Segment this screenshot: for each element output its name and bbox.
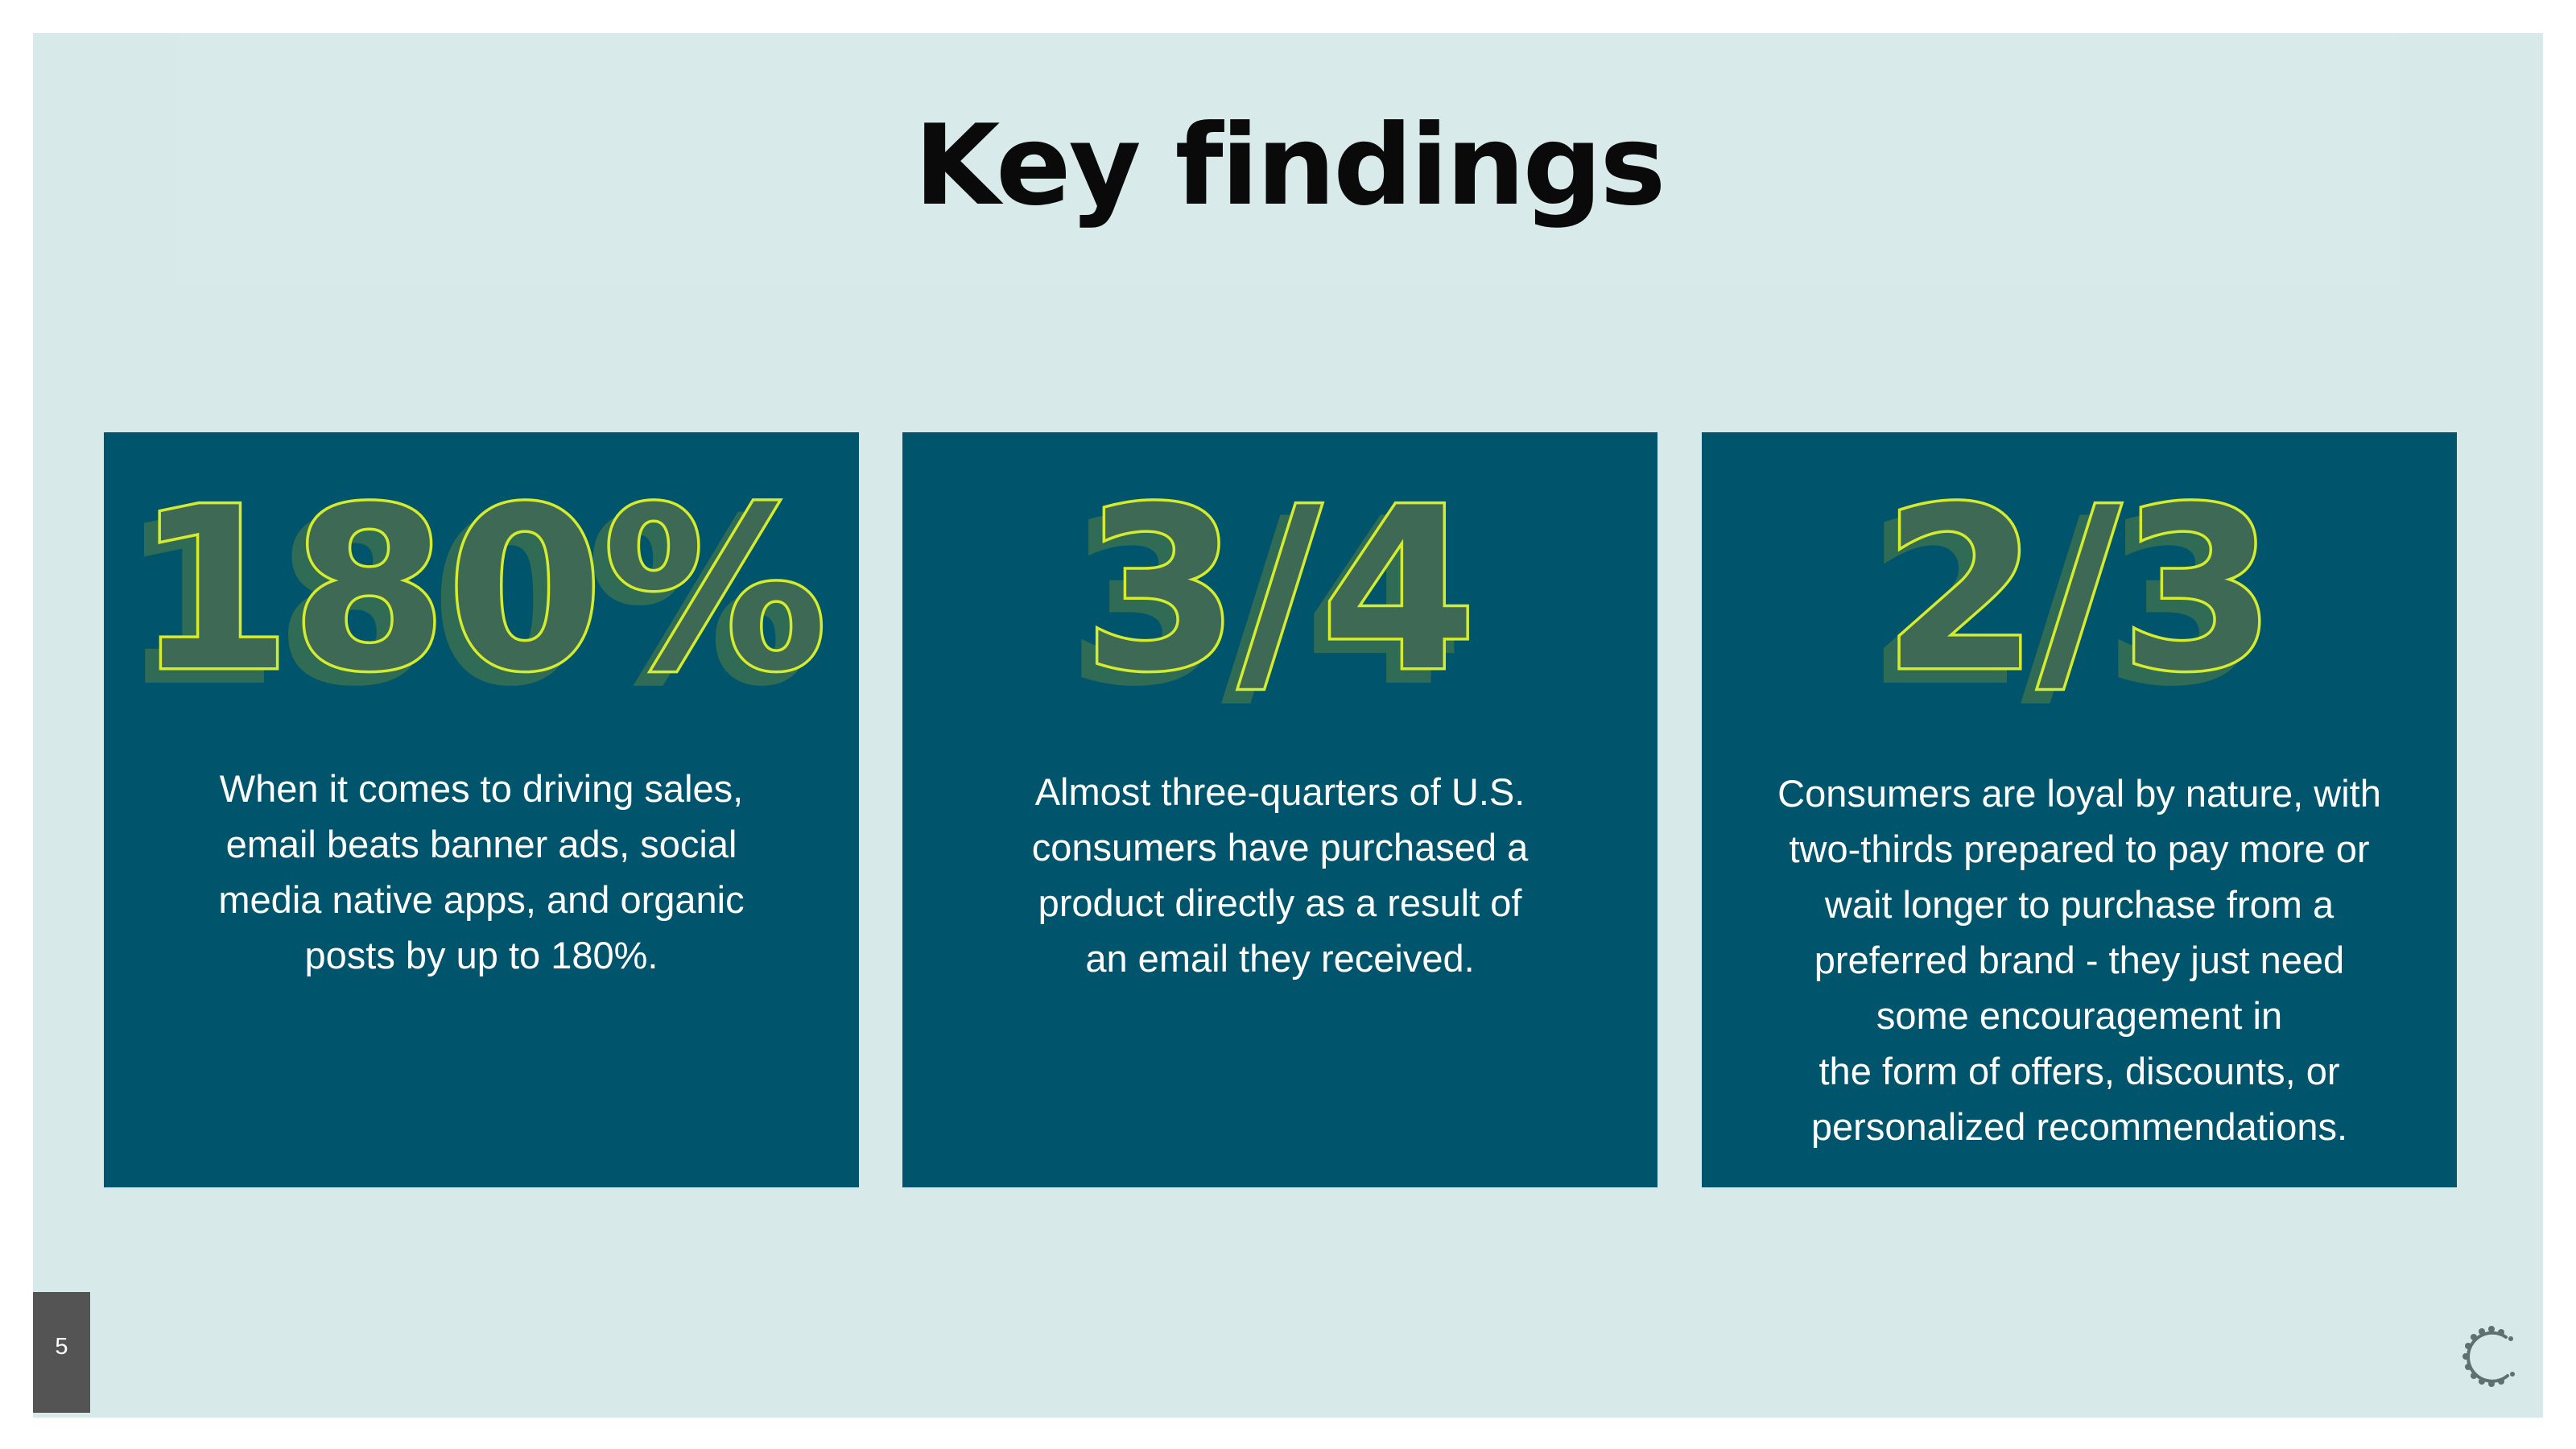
description-line: preferred brand - they just need	[1814, 939, 2345, 981]
leafy-c-logo-icon	[2454, 1321, 2525, 1392]
stat-value: 180%	[136, 464, 828, 706]
page-number: 5	[55, 1334, 68, 1360]
description-line: consumers have purchased a	[1031, 826, 1529, 869]
finding-card-1: 180% 180% When it comes to driving sales…	[104, 432, 859, 1187]
description-line: some encouragement in	[1876, 994, 2283, 1037]
finding-description-2: Almost three-quarters of U.S. consumers …	[943, 764, 1617, 986]
description-line: Almost three-quarters of U.S.	[1034, 770, 1525, 813]
finding-description-3: Consumers are loyal by nature, with two-…	[1734, 766, 2425, 1154]
description-line: the form of offers, discounts, or	[1818, 1050, 2340, 1092]
stat-shadow: 3/4	[1069, 473, 1462, 706]
description-line: posts by up to 180%.	[304, 934, 658, 976]
description-line: media native apps, and organic	[218, 878, 745, 921]
description-line: two-thirds prepared to pay more or	[1789, 828, 2370, 870]
stat-number-3: 2/3 2/3	[1702, 464, 2457, 706]
stat-value: 3/4	[1084, 464, 1476, 706]
description-line: email beats banner ads, social	[225, 823, 737, 865]
slide: Key findings 180% 180% When it comes to …	[33, 33, 2543, 1418]
stat-shadow: 2/3	[1868, 473, 2261, 706]
description-line: personalized recommendations.	[1810, 1105, 2348, 1148]
page-number-tab: 5	[33, 1292, 90, 1413]
description-line: Consumers are loyal by nature, with	[1777, 772, 2381, 815]
finding-card-2: 3/4 3/4 Almost three-quarters of U.S. co…	[902, 432, 1657, 1187]
stat-number-1: 180% 180%	[104, 464, 859, 706]
description-line: product directly as a result of	[1038, 881, 1522, 924]
description-line: an email they received.	[1085, 937, 1475, 980]
description-line: wait longer to purchase from a	[1824, 883, 2334, 926]
description-line: When it comes to driving sales,	[219, 767, 744, 810]
finding-card-3: 2/3 2/3 Consumers are loyal by nature, w…	[1702, 432, 2457, 1187]
page-title: Key findings	[914, 101, 1666, 230]
stat-shadow: 180%	[122, 473, 813, 706]
finding-description-1: When it comes to driving sales, email be…	[144, 761, 819, 983]
title-band: Key findings	[178, 33, 2400, 283]
stat-number-2: 3/4 3/4	[902, 464, 1657, 706]
stat-value: 2/3	[1883, 464, 2276, 706]
